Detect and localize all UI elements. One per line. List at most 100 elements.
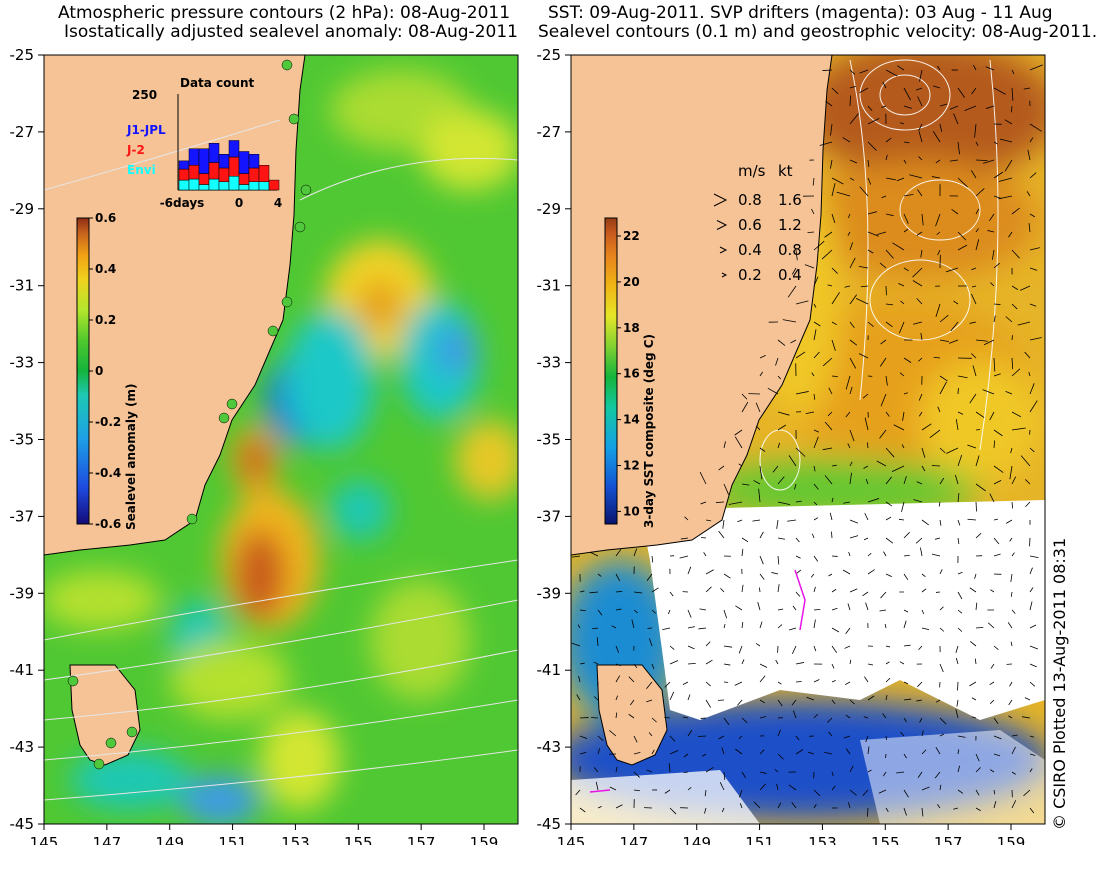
legend-kt: 0.4 [778, 266, 802, 284]
credit-text: © CSIRO Plotted 13-Aug-2011 08:31 [1050, 537, 1069, 830]
colorbar-tick-label: 22 [623, 229, 640, 243]
colorbar-tick-label: -0.6 [95, 517, 121, 530]
inset-y-top: 250 [132, 88, 157, 102]
y-tick-label: -35 [537, 431, 562, 449]
inset-bar [218, 154, 230, 169]
inset-legend-label: Envi [127, 163, 156, 177]
cloud-mask [571, 500, 1045, 824]
pressure-contours [44, 119, 518, 801]
y-tick-label: -29 [537, 200, 562, 218]
y-tick-label: -39 [537, 584, 562, 602]
colorbar-tick-label: 16 [623, 367, 640, 381]
y-tick-label: -37 [10, 507, 35, 525]
legend-arrow-icon [719, 246, 728, 254]
legend-ms: 0.4 [738, 241, 762, 259]
australia-land-right [571, 55, 833, 556]
right-map: -25 -27 -29 -31 -33 -35 -37 -39 -41 -43 -45 145 147… [537, 46, 1046, 845]
y-tick-label: -25 [10, 46, 35, 64]
inset-bar [218, 167, 230, 182]
legend-kt: 1.6 [778, 191, 802, 209]
inset-bar [198, 148, 210, 174]
tasmania-land-right [596, 664, 668, 766]
legend-header-kt: kt [778, 162, 793, 180]
left-x-ticks: 145 147 149 151 153 155 157 159 [30, 824, 499, 845]
y-tick-label: -37 [537, 507, 562, 525]
left-colorbar: 0.6 0.4 0.2 0 -0.2 -0.4 -0.6 Sealevel anomaly … [76, 211, 138, 530]
inset-bar [188, 178, 200, 191]
legend-kt: 1.2 [778, 216, 802, 234]
left-title-line1: Atmospheric pressure contours (2 hPa): 0… [58, 3, 511, 23]
data-count-inset: Data count 250 J1-JPL J-2 Envi -6days 0 4 [126, 76, 282, 210]
y-tick-label: -43 [10, 738, 35, 756]
inset-bar [258, 181, 270, 191]
x-tick-label: 157 [407, 834, 436, 845]
legend-ms: 0.8 [738, 191, 762, 209]
y-tick-label: -29 [10, 200, 35, 218]
inset-bar [248, 154, 260, 169]
colorbar-tick-label: 20 [623, 275, 640, 289]
sealevel-contours [759, 59, 999, 491]
legend-arrow-icon [713, 193, 728, 207]
left-y-ticks: -25 -27 -29 -31 -33 -35 -37 -39 -41 -43 -45 [10, 46, 44, 833]
y-tick-label: -27 [537, 123, 562, 141]
y-tick-label: -41 [10, 661, 35, 679]
y-tick-label: -33 [10, 354, 35, 372]
inset-bar [218, 181, 230, 191]
inset-bar [238, 184, 250, 191]
colorbar-tick-label: 14 [623, 413, 640, 427]
inset-bar [228, 156, 240, 177]
inset-legend-label: J-2 [126, 143, 145, 157]
x-tick-label: 151 [745, 834, 774, 845]
inset-bar [208, 162, 220, 180]
legend-kt: 0.8 [778, 241, 802, 259]
x-tick-label: 145 [557, 834, 586, 845]
colorbar-tick-label: 0 [95, 364, 103, 378]
inset-bar [258, 165, 270, 182]
x-tick-label: 149 [155, 834, 184, 845]
inset-bar [198, 173, 210, 185]
legend-ms: 0.2 [738, 266, 762, 284]
x-tick-label: 159 [470, 834, 499, 845]
y-tick-label: -31 [10, 277, 35, 295]
colorbar-tick-label: 18 [623, 321, 640, 335]
x-tick-label: 147 [93, 834, 122, 845]
colorbar-tick-label: 0.2 [95, 313, 116, 327]
inset-bar [178, 179, 190, 191]
right-colorbar-label: 3-day SST composite (deg C) [642, 334, 656, 528]
right-title-line1: SST: 09-Aug-2011. SVP drifters (magenta)… [548, 3, 1053, 23]
inset-x-tick: 0 [235, 196, 243, 210]
y-tick-label: -41 [537, 661, 562, 679]
x-tick-label: 159 [997, 834, 1026, 845]
right-y-ticks: -25 -27 -29 -31 -33 -35 -37 -39 -41 -43 -45 [537, 46, 571, 833]
inset-bar [228, 140, 240, 158]
velocity-arrows [571, 64, 1043, 817]
sealevel-anomaly-field [44, 70, 518, 824]
y-tick-label: -31 [537, 277, 562, 295]
y-tick-label: -45 [537, 815, 562, 833]
x-tick-label: 149 [682, 834, 711, 845]
y-tick-label: -39 [10, 584, 35, 602]
inset-bar [248, 167, 260, 182]
inset-bar [208, 178, 220, 191]
left-colorbar-label: Sealevel anomaly (m) [124, 384, 138, 530]
x-tick-label: 151 [218, 834, 247, 845]
right-x-ticks: 145 147 149 151 153 155 157 159 [557, 824, 1026, 845]
y-tick-label: -25 [537, 46, 562, 64]
inset-bar [228, 176, 240, 191]
y-tick-label: -27 [10, 123, 35, 141]
inset-bar [188, 165, 200, 180]
tasmania-land [69, 664, 141, 766]
inset-x-tick: -6days [160, 196, 205, 210]
velocity-legend: m/s kt 0.8 1.6 0.6 1.2 0.4 0.8 0.2 0.4 [713, 162, 802, 284]
inset-bar [178, 160, 190, 170]
right-colorbar: 22 20 18 16 14 12 10 3-day SST composite (deg … [604, 217, 656, 528]
inset-bars [178, 140, 280, 191]
y-tick-label: -45 [10, 815, 35, 833]
inset-bar [208, 143, 220, 163]
inset-bar [238, 173, 250, 185]
x-tick-label: 155 [344, 834, 373, 845]
inset-legend-label: J1-JPL [126, 123, 166, 137]
inset-x-tick: 4 [274, 196, 282, 210]
y-tick-label: -35 [10, 431, 35, 449]
legend-header-ms: m/s [738, 162, 766, 180]
